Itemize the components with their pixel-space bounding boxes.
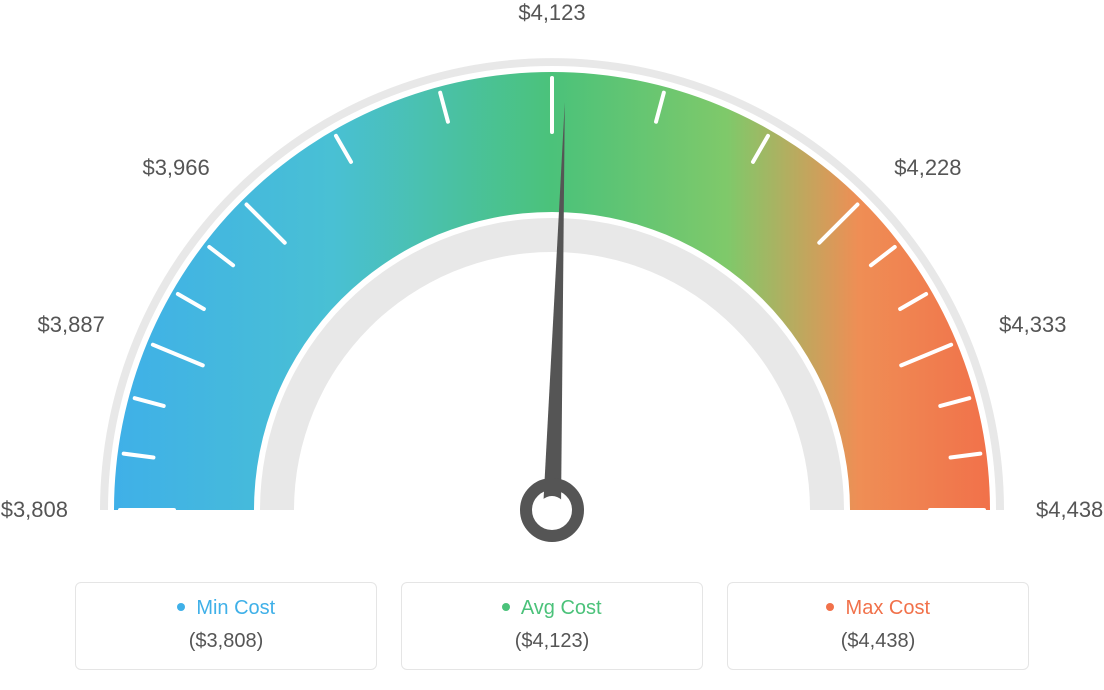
gauge-tick-label: $4,123	[518, 0, 585, 26]
gauge-tick-label: $4,333	[999, 312, 1066, 338]
min-cost-label: Min Cost	[196, 597, 275, 619]
min-cost-card: Min Cost ($3,808)	[75, 582, 377, 670]
dot-icon	[177, 603, 185, 611]
gauge-svg	[0, 0, 1104, 560]
min-cost-value: ($3,808)	[76, 630, 376, 653]
avg-cost-label: Avg Cost	[521, 597, 602, 619]
gauge-tick-label: $4,228	[894, 155, 961, 181]
max-cost-label: Max Cost	[846, 597, 930, 619]
gauge-tick-label: $3,887	[38, 312, 105, 338]
avg-cost-card: Avg Cost ($4,123)	[401, 582, 703, 670]
max-cost-value: ($4,438)	[728, 630, 1028, 653]
avg-cost-value: ($4,123)	[402, 630, 702, 653]
gauge-tick-label: $3,808	[1, 497, 68, 523]
dot-icon	[826, 603, 834, 611]
gauge-tick-label: $4,438	[1036, 497, 1103, 523]
avg-cost-title: Avg Cost	[402, 597, 702, 620]
dot-icon	[502, 603, 510, 611]
gauge-cost-chart: $3,808 $3,887 $3,966 $4,123 $4,228 $4,333 $4,4…	[0, 0, 1104, 690]
max-cost-title: Max Cost	[728, 597, 1028, 620]
min-cost-title: Min Cost	[76, 597, 376, 620]
gauge-area: $3,808 $3,887 $3,966 $4,123 $4,228 $4,333 $4,4…	[0, 0, 1104, 560]
max-cost-card: Max Cost ($4,438)	[727, 582, 1029, 670]
gauge-tick-label: $3,966	[142, 155, 209, 181]
summary-cards: Min Cost ($3,808) Avg Cost ($4,123) Max …	[0, 582, 1104, 670]
